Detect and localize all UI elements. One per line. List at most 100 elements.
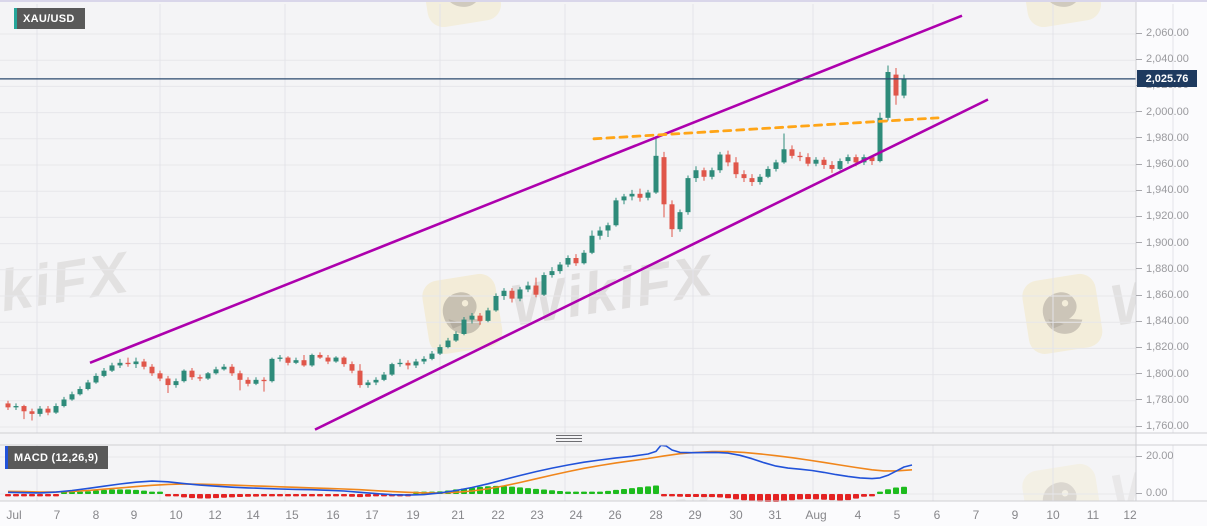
macd-histogram-bar [229, 494, 235, 498]
macd-histogram-bar [741, 494, 747, 501]
candle-body [413, 361, 419, 366]
time-axis-label: 5 [893, 508, 901, 522]
macd-histogram-bar [677, 494, 683, 497]
macd-histogram-bar [717, 494, 723, 498]
candle-body [285, 357, 291, 363]
time-axis-label: 24 [569, 508, 583, 522]
candle-body [813, 159, 819, 164]
candle-body [565, 258, 571, 265]
price-axis-tick: 1,940.00 [1136, 184, 1189, 196]
price-axis-tick: 1,960.00 [1136, 158, 1189, 170]
time-axis-label: 10 [169, 508, 183, 522]
time-axis-label: Aug [805, 508, 827, 522]
current-price-value: 2,025.76 [1145, 72, 1189, 85]
candle-body [333, 357, 339, 362]
candle-body [501, 290, 507, 296]
price-axis-tick: 1,980.00 [1136, 132, 1189, 144]
time-axis-background [0, 501, 1207, 526]
symbol-label: XAU/USD [23, 12, 75, 25]
candle-body [437, 347, 443, 354]
macd-histogram-bar [557, 491, 563, 494]
macd-histogram-bar [725, 494, 731, 499]
trendline-upper[interactable] [89, 14, 963, 365]
macd-histogram-bar [349, 494, 355, 497]
macd-histogram-bar [653, 485, 659, 494]
macd-label: MACD (12,26,9) [14, 451, 99, 464]
candle-body [773, 162, 779, 169]
candle-body [357, 370, 363, 386]
macd-histogram-bar [357, 494, 363, 498]
macd-histogram-bar [869, 494, 875, 497]
candle-body [613, 200, 619, 226]
macd-histogram-bar [173, 494, 179, 497]
macd-histogram-bar [197, 494, 203, 499]
time-axis-label: 21 [451, 508, 465, 522]
price-axis-tick: 1,920.00 [1136, 210, 1189, 222]
candle-body [325, 357, 331, 362]
pane-borders [0, 2, 1207, 502]
candle-body [781, 149, 787, 163]
macd-indicator-badge: MACD (12,26,9) [5, 446, 109, 469]
macd-histogram-bar [157, 491, 163, 494]
candle-body [661, 157, 667, 205]
macd-accent-bar [5, 446, 8, 469]
time-axis-label: 15 [285, 508, 299, 522]
macd-histogram-bar [205, 494, 211, 499]
macd-histogram-bar [125, 489, 131, 494]
macd-histogram-bar [853, 494, 859, 499]
candle-body [389, 364, 395, 375]
candle-body [621, 196, 627, 201]
candle-body [757, 176, 763, 183]
time-axis-label: 30 [729, 508, 743, 522]
macd-histogram-bar [149, 491, 155, 494]
macd-histogram-bar [325, 494, 331, 497]
time-axis-label: 11 [1086, 508, 1100, 522]
candle-body [829, 165, 835, 169]
symbol-accent-bar [14, 8, 17, 29]
candle-body [293, 360, 299, 363]
trendline-lower[interactable] [314, 98, 989, 431]
candles-series [5, 65, 907, 421]
macd-histogram-bar [709, 494, 715, 498]
macd-histogram-bar [845, 494, 851, 501]
candle-body [21, 406, 27, 412]
time-axis-label: 29 [688, 508, 702, 522]
macd-histogram-bar [837, 494, 843, 501]
resistance-dashed-line[interactable] [592, 116, 940, 141]
time-axis-label: 10 [1046, 508, 1060, 522]
macd-signal-line [7, 450, 913, 494]
candle-body [685, 178, 691, 213]
pane-splitter-grip[interactable] [556, 435, 582, 444]
candle-body [509, 290, 515, 299]
macd-histogram-bar [269, 494, 275, 497]
macd-histogram-bar [221, 494, 227, 498]
candle-body [277, 357, 283, 359]
macd-histogram-bar [749, 494, 755, 502]
candle-body [45, 408, 51, 413]
macd-histogram-bar [261, 494, 267, 497]
candle-body [373, 379, 379, 383]
macd-histogram-bar [821, 494, 827, 500]
macd-histogram-bar [301, 494, 307, 497]
macd-histogram-bar [629, 488, 635, 494]
macd-histogram-bar [901, 486, 907, 494]
macd-main-line [7, 445, 913, 496]
candle-body [597, 230, 603, 236]
candle-body [453, 333, 459, 341]
candle-body [237, 373, 243, 380]
macd-histogram-bar [637, 487, 643, 494]
candle-body [749, 178, 755, 183]
price-axis-tick: 1,880.00 [1136, 263, 1189, 275]
candle-body [549, 271, 555, 276]
macd-histogram-bar [685, 494, 691, 497]
time-axis-label: 26 [608, 508, 622, 522]
macd-histogram-bar [541, 489, 547, 494]
macd-histogram-bar [333, 494, 339, 497]
candle-body [181, 370, 187, 382]
macd-histogram-bar [213, 494, 219, 499]
macd-histogram-bar [525, 488, 531, 494]
candle-body [109, 365, 115, 371]
time-axis-label: 9 [130, 508, 138, 522]
